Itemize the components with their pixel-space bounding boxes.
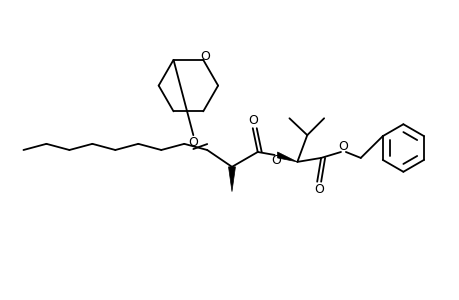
Text: O: O <box>271 154 281 167</box>
Polygon shape <box>277 152 297 162</box>
Text: O: O <box>247 114 257 127</box>
Text: O: O <box>200 50 210 63</box>
Text: O: O <box>188 136 198 148</box>
Text: O: O <box>337 140 347 152</box>
Text: O: O <box>313 183 324 196</box>
Polygon shape <box>228 167 235 192</box>
